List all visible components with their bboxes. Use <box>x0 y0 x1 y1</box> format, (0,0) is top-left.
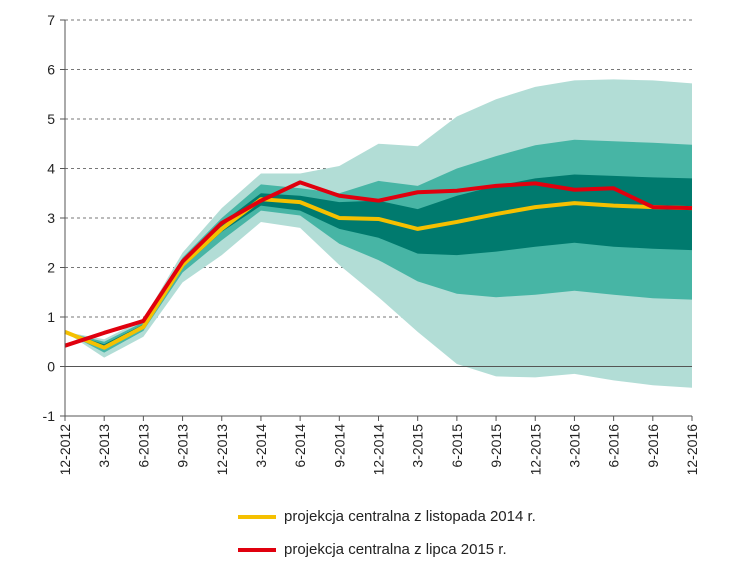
y-tick-label: 0 <box>47 359 55 375</box>
y-tick-label: 4 <box>47 161 55 177</box>
x-tick-label: 6-2014 <box>292 424 308 468</box>
x-tick-label: 3-2016 <box>566 424 582 468</box>
y-tick-label: 2 <box>47 260 55 276</box>
x-tick-labels: 12-2012 3-2013 6-2013 9-2013 12-2013 3-2014 6-… <box>57 424 700 476</box>
x-tick-label: 3-2015 <box>410 424 426 468</box>
y-tick-label: 7 <box>47 12 55 28</box>
legend-item-series-2: projekcja centralna z lipca 2015 r. <box>238 533 536 566</box>
y-tick-label: 6 <box>47 62 55 78</box>
x-tick-label: 12-2016 <box>684 424 700 476</box>
y-tick-label: -1 <box>43 408 56 424</box>
series-lines <box>64 180 693 350</box>
x-tick-label: 12-2014 <box>371 424 387 476</box>
x-tick-label: 3-2013 <box>96 424 112 468</box>
y-tick-label: 5 <box>47 111 55 127</box>
x-tick-label: 12-2013 <box>214 424 230 476</box>
x-tick-label: 6-2013 <box>135 424 151 468</box>
x-tick-label: 3-2014 <box>253 424 269 468</box>
fan-band-inner <box>65 174 692 350</box>
x-tick-label: 9-2014 <box>331 424 347 468</box>
x-tick-label: 6-2015 <box>449 424 465 468</box>
legend-swatch-series-1 <box>238 514 276 519</box>
axes <box>60 19 693 421</box>
legend-swatch-series-2 <box>238 547 276 552</box>
series-line-2 <box>64 180 693 348</box>
x-tick-label: 9-2015 <box>488 424 504 468</box>
x-tick-label: 9-2013 <box>175 424 191 468</box>
fan-bands <box>65 79 692 388</box>
legend-item-series-1: projekcja centralna z listopada 2014 r. <box>238 500 536 533</box>
legend-label-series-1: projekcja centralna z listopada 2014 r. <box>284 508 536 525</box>
legend-label-series-2: projekcja centralna z lipca 2015 r. <box>284 541 507 558</box>
y-tick-labels: -1 0 1 2 3 4 5 6 7 <box>43 12 56 424</box>
y-tick-label: 3 <box>47 210 55 226</box>
x-tick-label: 6-2016 <box>606 424 622 468</box>
x-tick-label: 12-2012 <box>57 424 73 476</box>
x-tick-label: 9-2016 <box>645 424 661 468</box>
x-tick-label: 12-2015 <box>527 424 543 476</box>
legend: projekcja centralna z listopada 2014 r. … <box>238 500 536 566</box>
series-line-1 <box>64 197 693 350</box>
y-tick-label: 1 <box>47 309 55 325</box>
